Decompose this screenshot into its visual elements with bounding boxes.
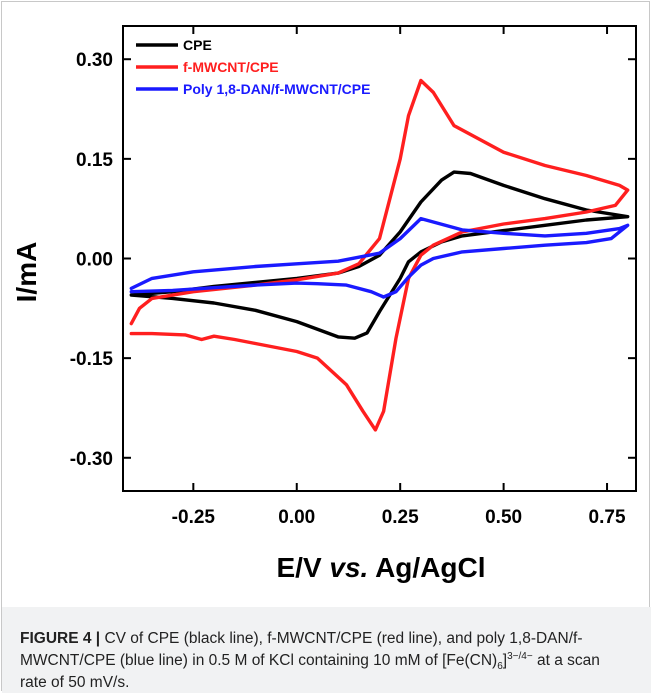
x-tick-label: 0.00	[278, 507, 315, 528]
x-tick-label: 0.25	[382, 507, 419, 528]
series-line-2	[129, 78, 630, 432]
cv-chart: CPE f-MWCNT/CPE Poly 1,8-DAN/f-MWCNT/CPE -…	[11, 25, 637, 583]
caption-label: FIGURE 4 |	[20, 630, 101, 647]
x-tick-label: -0.25	[172, 507, 216, 528]
x-axis-label-main: E/V	[276, 552, 329, 583]
y-tick-label: -0.30	[70, 449, 113, 470]
series-line-3	[129, 216, 630, 299]
caption-superscript: 3−/4−	[507, 650, 533, 662]
legend-label-1: CPE	[183, 37, 212, 53]
y-tick-label: 0.15	[76, 150, 113, 171]
y-tick-label: 0.00	[76, 250, 113, 271]
x-axis-label-italic: vs.	[329, 552, 368, 583]
y-axis-label: I/mA	[11, 242, 42, 303]
y-tick-label: -0.15	[70, 349, 114, 370]
legend-label-3: Poly 1,8-DAN/f-MWCNT/CPE	[183, 81, 370, 97]
caption-text-2: ]	[502, 652, 508, 669]
x-tick-label: 0.75	[589, 507, 626, 528]
caption-text-1: CV of CPE (black line), f-MWCNT/CPE (red…	[20, 630, 583, 669]
caption-subscript: 6	[497, 661, 503, 673]
caption-background	[2, 607, 651, 693]
figure-caption: FIGURE 4 | CV of CPE (black line), f-MWC…	[20, 628, 630, 694]
x-tick-label: 0.50	[485, 507, 522, 528]
series-line-1	[129, 170, 630, 340]
caption-text-3: at a scan rate of 50 mV/s.	[20, 652, 600, 691]
x-axis-label: E/V vs. Ag/AgCl	[276, 552, 485, 583]
y-tick-label: 0.30	[76, 50, 113, 71]
legend-label-2: f-MWCNT/CPE	[183, 59, 279, 75]
x-axis-label-tail: Ag/AgCl	[368, 552, 485, 583]
